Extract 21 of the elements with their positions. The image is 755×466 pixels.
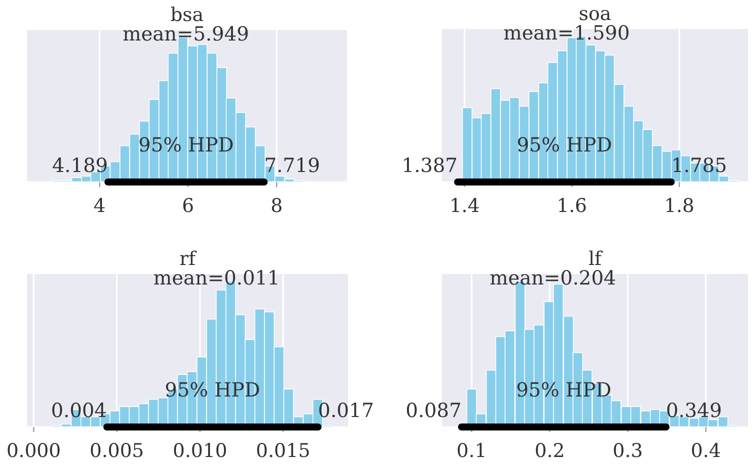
annotation: 7.719: [264, 154, 320, 177]
annotation: 0.004: [51, 399, 107, 422]
annotation: 0.087: [406, 399, 462, 422]
annotation: 0.017: [318, 399, 374, 422]
x-tick-label: 4: [94, 195, 106, 217]
annotation: 4.189: [52, 154, 108, 177]
x-tick-label: 0.4: [690, 440, 721, 462]
x-tick-label: 0.005: [90, 440, 144, 462]
annotation: 0.349: [666, 399, 722, 422]
x-tick-label: 1.6: [556, 195, 588, 217]
annotation: 1.387: [402, 154, 458, 177]
x-tick-label: 8: [270, 195, 283, 217]
x-tick-label: 0.1: [456, 440, 487, 462]
x-tick-label: 0.2: [534, 440, 565, 462]
x-tick-label: 0.010: [172, 440, 228, 462]
x-tick-label: 1.4: [449, 195, 480, 217]
x-tick-label: 1.8: [664, 195, 694, 217]
x-tick-label: 6: [182, 195, 194, 217]
x-tick-label: 0.000: [6, 440, 61, 462]
x-tick-label: 0.3: [612, 440, 643, 462]
x-tick-label: 0.015: [256, 440, 310, 462]
